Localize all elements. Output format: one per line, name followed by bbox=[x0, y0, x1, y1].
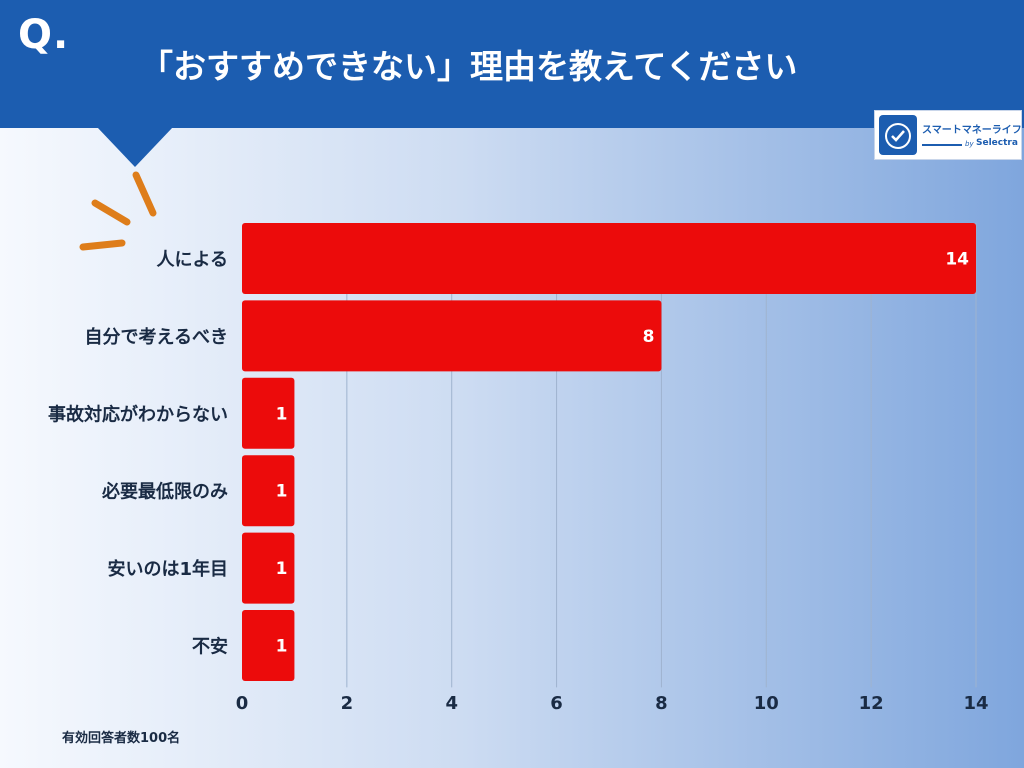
bar bbox=[242, 455, 295, 527]
x-tick-label: 14 bbox=[963, 693, 988, 714]
logo-brand: Selectra bbox=[976, 138, 1018, 148]
piggy-bank-icon bbox=[879, 115, 917, 155]
emphasis-strokes-icon bbox=[79, 171, 157, 251]
category-label: 必要最低限のみ bbox=[101, 481, 228, 503]
data-label: 1 bbox=[276, 404, 288, 424]
logo-by: by bbox=[965, 140, 974, 148]
bar bbox=[242, 300, 662, 372]
x-tick-label: 6 bbox=[550, 693, 563, 714]
data-label: 14 bbox=[945, 250, 969, 270]
x-tick-label: 12 bbox=[859, 693, 884, 714]
x-tick-label: 4 bbox=[445, 693, 458, 714]
logo-name: スマートマネーライフ bbox=[922, 125, 1022, 136]
category-label: 安いのは1年目 bbox=[107, 558, 228, 580]
bar bbox=[242, 532, 295, 604]
x-tick-label: 10 bbox=[754, 693, 779, 714]
logo-rule bbox=[922, 144, 962, 146]
bar bbox=[242, 377, 295, 449]
brand-logo: スマートマネーライフ by Selectra bbox=[874, 110, 1022, 160]
bar bbox=[242, 610, 295, 681]
data-label: 1 bbox=[276, 559, 288, 579]
x-tick-label: 0 bbox=[236, 693, 249, 714]
category-label: 不安 bbox=[192, 636, 228, 658]
category-label: 自分で考えるべき bbox=[85, 326, 228, 348]
category-label: 事故対応がわからない bbox=[48, 403, 228, 425]
data-label: 8 bbox=[643, 327, 655, 347]
bar bbox=[242, 223, 976, 294]
data-label: 1 bbox=[276, 482, 288, 502]
category-label: 人による bbox=[157, 250, 228, 271]
page-title: 「おすすめできない」理由を教えてください bbox=[140, 47, 798, 86]
x-tick-label: 8 bbox=[655, 693, 668, 714]
question-mark: Q. bbox=[18, 12, 70, 58]
x-tick-label: 2 bbox=[341, 693, 354, 714]
data-label: 1 bbox=[276, 637, 288, 657]
respondent-count: 有効回答者数100名 bbox=[62, 731, 181, 746]
header-banner: Q. 「おすすめできない」理由を教えてください bbox=[0, 0, 1024, 128]
speech-pointer bbox=[97, 127, 173, 167]
